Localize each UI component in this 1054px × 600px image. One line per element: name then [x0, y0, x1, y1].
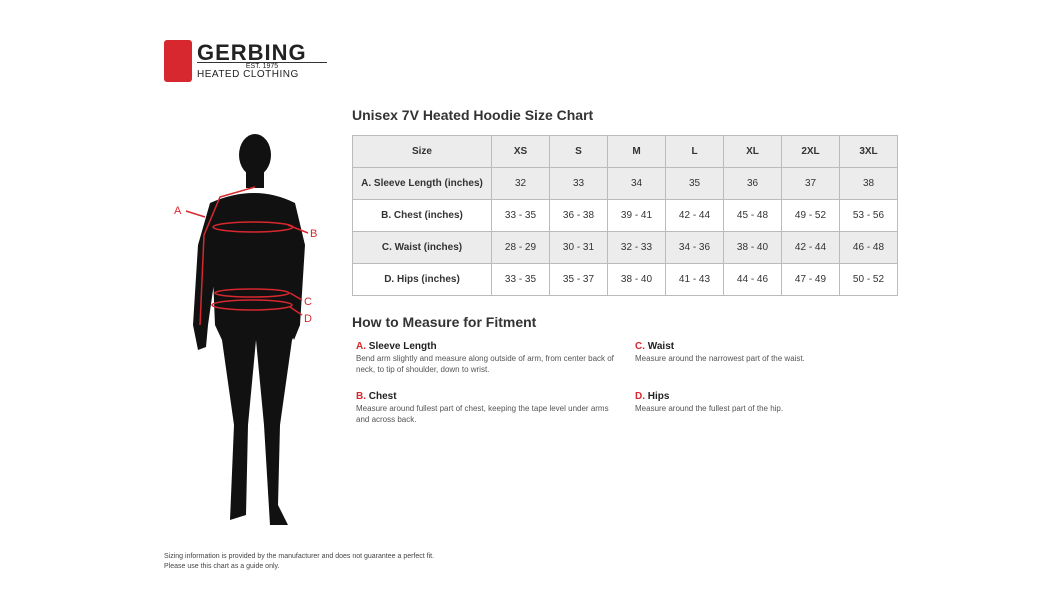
- table-cell: 38 - 40: [723, 231, 782, 264]
- item-text: Measure around the fullest part of the h…: [635, 404, 784, 413]
- table-row: D. Hips (inches) 33 - 35 35 - 37 38 - 40 41 …: [352, 263, 898, 296]
- item-letter: A.: [356, 341, 366, 352]
- table-cell: 35: [665, 167, 724, 200]
- row-label: D. Hips (inches): [352, 263, 492, 296]
- table-cell: 33 - 35: [491, 199, 550, 232]
- table-cell: 46 - 48: [839, 231, 898, 264]
- logo-brand: GERBING: [197, 40, 307, 65]
- header-cell: L: [665, 135, 724, 168]
- table-cell: 33 - 35: [491, 263, 550, 296]
- table-cell: 35 - 37: [549, 263, 608, 296]
- table-cell: 38 - 40: [607, 263, 666, 296]
- table-cell: 34 - 36: [665, 231, 724, 264]
- logo-mark-icon: [164, 40, 192, 82]
- header-cell: XL: [723, 135, 782, 168]
- table-row: B. Chest (inches) 33 - 35 36 - 38 39 - 41 42…: [352, 199, 898, 232]
- header-cell: Size: [352, 135, 492, 168]
- label-c: C: [304, 296, 312, 308]
- measure-item-hips: D. Hips Measure around the fullest part o…: [635, 391, 900, 414]
- table-cell: 53 - 56: [839, 199, 898, 232]
- table-cell: 41 - 43: [665, 263, 724, 296]
- table-cell: 49 - 52: [781, 199, 840, 232]
- item-letter: B.: [356, 391, 366, 402]
- table-cell: 45 - 48: [723, 199, 782, 232]
- measure-title: How to Measure for Fitment: [352, 314, 537, 330]
- item-name: Waist: [647, 341, 675, 352]
- table-cell: 44 - 46: [723, 263, 782, 296]
- header-cell: 2XL: [781, 135, 840, 168]
- disclaimer: Sizing information is provided by the ma…: [164, 552, 434, 572]
- item-text: Measure around the narrowest part of the…: [635, 354, 805, 363]
- chart-title: Unisex 7V Heated Hoodie Size Chart: [352, 107, 594, 123]
- size-chart-table: Size XS S M L XL 2XL 3XL A. Sleeve Lengt…: [352, 135, 898, 296]
- item-letter: D.: [635, 391, 645, 402]
- table-cell: 50 - 52: [839, 263, 898, 296]
- table-cell: 34: [607, 167, 666, 200]
- item-letter: C.: [635, 341, 645, 352]
- item-text: Bend arm slightly and measure along outs…: [356, 354, 614, 374]
- table-cell: 42 - 44: [781, 231, 840, 264]
- disclaimer-line: Sizing information is provided by the ma…: [164, 553, 435, 560]
- table-cell: 36: [723, 167, 782, 200]
- table-cell: 47 - 49: [781, 263, 840, 296]
- table-cell: 39 - 41: [607, 199, 666, 232]
- table-row: A. Sleeve Length (inches) 32 33 34 35 36 37 38: [352, 167, 898, 200]
- table-cell: 42 - 44: [665, 199, 724, 232]
- item-text: Measure around fullest part of chest, ke…: [356, 404, 609, 424]
- header-row: Size XS S M L XL 2XL 3XL: [352, 135, 898, 168]
- row-label: C. Waist (inches): [352, 231, 492, 264]
- measure-item-chest: B. Chest Measure around fullest part of c…: [356, 391, 621, 425]
- table-cell: 28 - 29: [491, 231, 550, 264]
- header-cell: XS: [491, 135, 550, 168]
- row-label: B. Chest (inches): [352, 199, 492, 232]
- gerbing-logo: GERBING EST. 1975 HEATED CLOTHING: [164, 40, 334, 82]
- logo-est: EST. 1975: [197, 62, 327, 70]
- table-cell: 37: [781, 167, 840, 200]
- header-cell: S: [549, 135, 608, 168]
- label-a: A: [174, 205, 182, 217]
- header-cell: 3XL: [839, 135, 898, 168]
- logo-sub: HEATED CLOTHING: [197, 69, 299, 80]
- table-cell: 36 - 38: [549, 199, 608, 232]
- table-row: C. Waist (inches) 28 - 29 30 - 31 32 - 33 34…: [352, 231, 898, 264]
- label-d: D: [304, 313, 312, 325]
- item-name: Sleeve Length: [368, 341, 437, 352]
- table-cell: 32 - 33: [607, 231, 666, 264]
- table-cell: 33: [549, 167, 608, 200]
- body-figure-illustration: A B C D: [174, 134, 317, 525]
- measure-item-waist: C. Waist Measure around the narrowest par…: [635, 341, 900, 364]
- disclaimer-line: Please use this chart as a guide only.: [164, 563, 280, 570]
- table-cell: 32: [491, 167, 550, 200]
- table-cell: 30 - 31: [549, 231, 608, 264]
- item-name: Hips: [647, 391, 670, 402]
- item-name: Chest: [368, 391, 397, 402]
- measure-item-sleeve: A. Sleeve Length Bend arm slightly and me…: [356, 341, 621, 375]
- row-label: A. Sleeve Length (inches): [352, 167, 492, 200]
- header-cell: M: [607, 135, 666, 168]
- table-cell: 38: [839, 167, 898, 200]
- label-b: B: [310, 228, 317, 240]
